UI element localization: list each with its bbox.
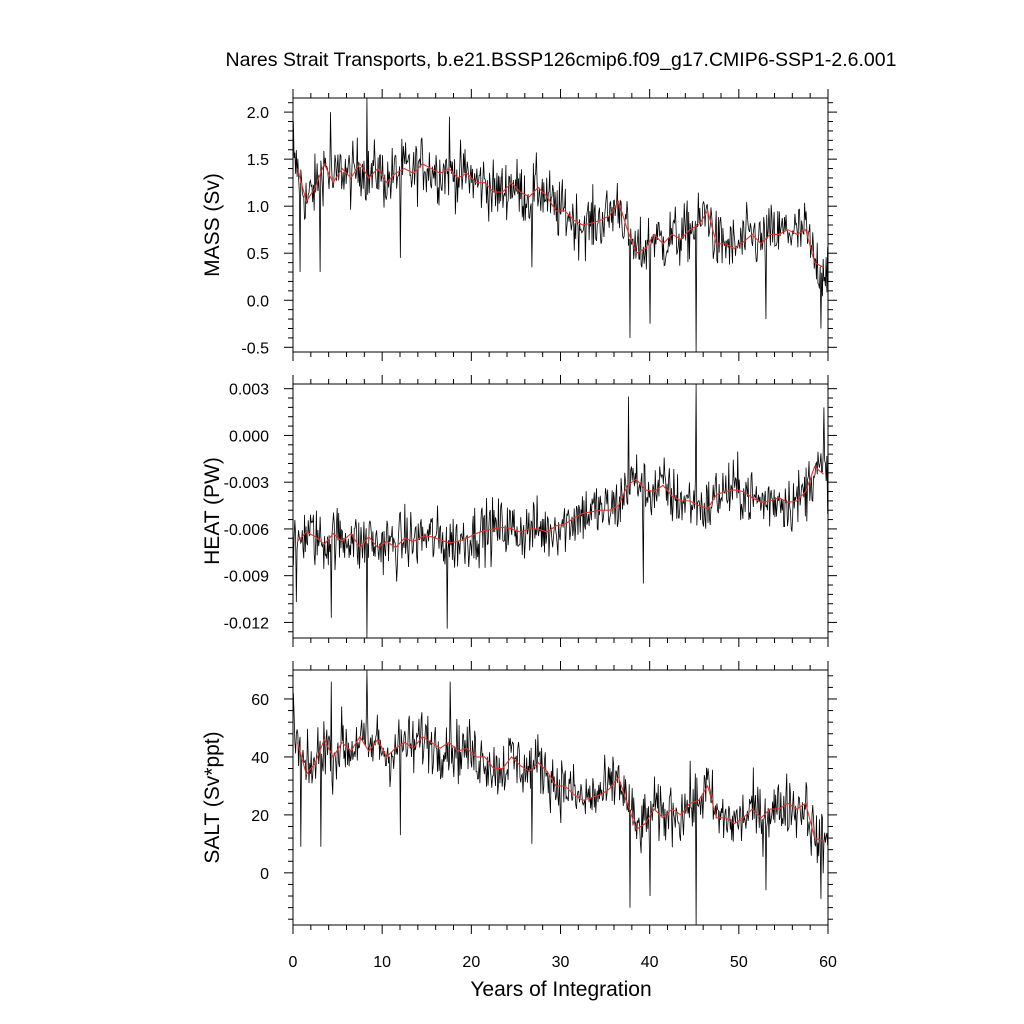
panel-1: -0.5 0.0 0.5 1.0 1.5 2.0 MASS (Sv) [201, 89, 837, 361]
annual-mean-line [296, 162, 824, 268]
y-tick-label: 1.0 [247, 199, 269, 216]
panel-2: -0.012 -0.009 -0.006 -0.003 0.000 0.003 HEAT (… [201, 375, 837, 647]
y-tick-label: -0.003 [224, 475, 269, 492]
monthly-series-line [292, 383, 829, 639]
y-tick-label: 0.003 [229, 382, 269, 399]
x-tick-label: 40 [641, 954, 659, 971]
annual-mean-line [296, 735, 824, 842]
x-axis-label: Years of Integration [470, 978, 651, 1001]
x-tick-label: 20 [462, 954, 480, 971]
y-tick-label: 0 [260, 866, 269, 883]
monthly-series-line [292, 97, 829, 353]
x-tick-label: 50 [730, 954, 748, 971]
y-axis-label: SALT (Sv*ppt) [201, 731, 224, 863]
x-tick-label: 60 [819, 954, 837, 971]
panel-3: 0 20 40 60 SALT (Sv*ppt) 0 10 20 30 40 50 60 [201, 661, 837, 971]
y-tick-label: 60 [251, 692, 269, 709]
chart-title: Nares Strait Transports, b.e21.BSSP126cm… [226, 49, 897, 71]
x-tick-label: 0 [289, 954, 298, 971]
y-tick-label: 40 [251, 750, 269, 767]
y-tick-label: -0.012 [224, 615, 269, 632]
monthly-series-line [292, 669, 829, 926]
y-tick-label: -0.006 [224, 522, 269, 539]
y-tick-label: 1.5 [247, 152, 269, 169]
annual-mean-line [297, 465, 824, 549]
y-axis-label: HEAT (PW) [201, 457, 224, 565]
y-tick-label: 2.0 [247, 105, 269, 122]
plot-frame [292, 669, 829, 926]
plot-frame [292, 383, 829, 639]
y-tick-label: 0.000 [229, 428, 269, 445]
y-tick-label: 0.0 [247, 293, 269, 310]
x-tick-label: 10 [373, 954, 391, 971]
y-tick-label: 0.5 [247, 246, 269, 263]
y-tick-label: -0.009 [224, 569, 269, 586]
y-tick-label: -0.5 [241, 340, 269, 357]
x-tick-label: 30 [552, 954, 570, 971]
y-tick-label: 20 [251, 808, 269, 825]
y-axis-label: MASS (Sv) [201, 173, 224, 277]
